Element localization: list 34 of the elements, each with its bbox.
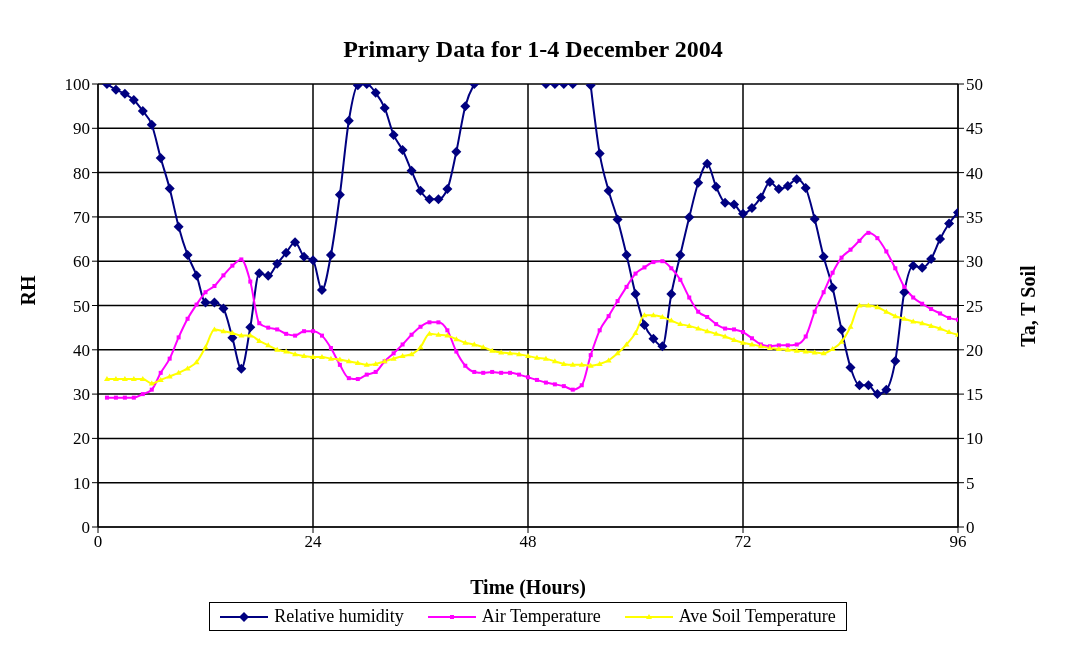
x-tick-label: 24 [304, 532, 322, 552]
y-tick-label: 70 [73, 207, 90, 227]
y2-tick-label: 0 [966, 518, 975, 538]
y-axis-title: RH [17, 275, 40, 306]
x-tick-label: 0 [93, 532, 103, 552]
y-tick-label: 100 [64, 75, 90, 95]
y2-tick-label: 15 [966, 385, 983, 405]
x-axis-title: Time (Hours) [470, 576, 586, 599]
x-tick-label: 48 [519, 532, 537, 552]
x-tick-label: 96 [949, 532, 967, 552]
y2-tick-label: 45 [966, 119, 983, 139]
chart-title: Primary Data for 1-4 December 2004 [342, 35, 724, 64]
y2-tick-label: 5 [966, 473, 975, 493]
y-tick-label: 20 [73, 429, 90, 449]
legend-label: Air Temperature [481, 606, 601, 627]
y-tick-label: 0 [81, 518, 90, 538]
y-tick-label: 30 [73, 385, 90, 405]
y-tick-label: 80 [73, 163, 90, 183]
y2-axis-title: Ta, T Soil [1017, 265, 1040, 347]
y2-tick-label: 20 [966, 340, 983, 360]
y-tick-label: 40 [73, 340, 90, 360]
y2-tick-label: 50 [966, 75, 983, 95]
y2-tick-label: 25 [966, 296, 983, 316]
y-tick-label: 50 [73, 296, 90, 316]
legend-label: Ave Soil Temperature [678, 606, 836, 627]
y2-tick-label: 10 [966, 429, 983, 449]
y-tick-label: 10 [73, 473, 90, 493]
y-tick-label: 60 [73, 252, 90, 272]
y2-tick-label: 35 [966, 207, 983, 227]
y2-tick-label: 30 [966, 252, 983, 272]
legend-label: Relative humidity [274, 606, 404, 627]
x-tick-label: 72 [734, 532, 752, 552]
y-tick-label: 90 [73, 119, 90, 139]
y2-tick-label: 40 [966, 163, 983, 183]
